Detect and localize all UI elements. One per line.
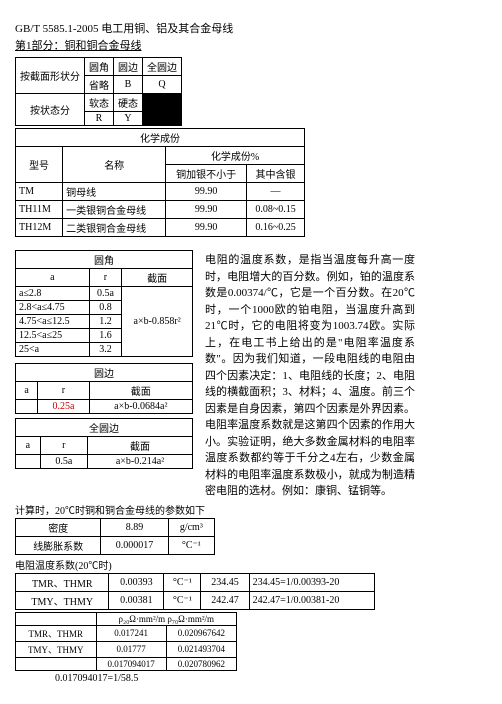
t1-3: 242.47 — [201, 591, 249, 609]
comp-subtitle: 化学成份% — [166, 147, 305, 165]
val-y: Y — [114, 112, 143, 126]
r1c2: 99.90 — [166, 201, 247, 219]
val-r: R — [85, 112, 114, 126]
col-round-corner: 圆角 — [85, 58, 114, 76]
rc3-1: 1.6 — [89, 329, 122, 343]
rh0-0: TMR、THMR — [16, 625, 97, 641]
re-title: 圆边 — [16, 364, 193, 382]
re-c0: a — [16, 382, 38, 400]
fr-title: 全圆边 — [16, 419, 193, 437]
r0c1: 铜母线 — [63, 183, 166, 201]
rc1-1: 0.8 — [89, 301, 122, 315]
rho-hdr: ρ₂₀Ω·mm²/m ρ₇₀Ω·mm²/m — [96, 612, 236, 625]
p0-2: g/cm³ — [168, 518, 214, 536]
omit-label: 省略 — [85, 76, 114, 94]
rc-c2: 截面 — [122, 269, 193, 287]
comp-title: 化学成份 — [16, 129, 305, 147]
rh0-1: 0.017241 — [96, 625, 166, 641]
r1c1: 一类银铜合金母线 — [63, 201, 166, 219]
full-round-table: 全圆边 ar截面 0.5aa×b-0.214a² — [15, 418, 193, 469]
fr-formula: a×b-0.214a² — [88, 455, 193, 469]
rh1-1: 0.01777 — [96, 641, 166, 657]
b0: 0.017094017 — [96, 657, 166, 670]
hard-label: 硬态 — [114, 94, 143, 112]
b1: 0.020780962 — [166, 657, 236, 670]
soft-label: 软态 — [85, 94, 114, 112]
t0-3: 234.45 — [201, 573, 249, 591]
calc-title: 计算时，20℃时铜和铜合金母线的参数如下 — [15, 502, 487, 517]
r1c0: TH11M — [16, 201, 63, 219]
rc1-0: 2.8<a≤4.75 — [16, 301, 90, 315]
val-b: B — [114, 76, 143, 94]
round-corner-table: 圆角 ar截面 a≤2.80.5aa×b-0.858r² 2.8<a≤4.750… — [15, 250, 193, 357]
fr-c2: 截面 — [88, 437, 193, 455]
re-formula: a×b-0.0684a² — [89, 400, 192, 414]
p1-1: 0.000017 — [101, 536, 168, 554]
p0-0: 密度 — [16, 518, 101, 536]
r2c2: 99.90 — [166, 219, 247, 237]
calc-note: 0.017094017=1/58.5 — [55, 673, 487, 684]
rh0-2: 0.020967642 — [166, 625, 236, 641]
val-q: Q — [143, 76, 182, 94]
col-cu: 铜加银不小于 — [166, 165, 247, 183]
fr-c0: a — [16, 437, 41, 455]
r0c2: 99.90 — [166, 183, 247, 201]
r0c0: TM — [16, 183, 63, 201]
col-full-round: 全圆边 — [143, 58, 182, 76]
t0-4: 234.45=1/0.00393-20 — [249, 573, 374, 591]
col-model: 型号 — [16, 147, 63, 183]
t0-0: TMR、THMR — [16, 573, 109, 591]
fr-c1: r — [40, 437, 87, 455]
part-title: 第1部分：铜和铜合金母线 — [15, 37, 487, 53]
rh1-0: TMY、THMY — [16, 641, 97, 657]
r0c3: — — [247, 183, 305, 201]
rc-formula: a×b-0.858r² — [122, 287, 193, 357]
r1c3: 0.08~0.15 — [247, 201, 305, 219]
rc0-0: a≤2.8 — [16, 287, 90, 301]
params-table: 密度8.89g/cm³ 线膨胀系数0.000017°C⁻¹ — [15, 518, 215, 555]
rc3-0: 12.5<a≤25 — [16, 329, 90, 343]
re-r0 — [16, 400, 38, 414]
p1-0: 线膨胀系数 — [16, 536, 101, 554]
round-edge-table: 圆边 ar截面 0.25aa×b-0.0684a² — [15, 363, 193, 414]
temp-coef-title: 电阻温度系数(20℃时) — [15, 557, 487, 572]
r2c1: 二类银铜合金母线 — [63, 219, 166, 237]
r2c0: TH12M — [16, 219, 63, 237]
rc2-0: 4.75<a≤12.5 — [16, 315, 90, 329]
fr-r1: 0.5a — [40, 455, 87, 469]
col-ag: 其中含银 — [247, 165, 305, 183]
temp-coef-table: TMR、THMR0.00393°C⁻¹234.45234.45=1/0.0039… — [15, 573, 375, 610]
t1-2: °C⁻¹ — [164, 591, 201, 609]
r2c3: 0.16~0.25 — [247, 219, 305, 237]
re-c2: 截面 — [89, 382, 192, 400]
shape-label: 按截面形状分 — [16, 58, 85, 94]
rc-c1: r — [89, 269, 122, 287]
t1-1: 0.00381 — [109, 591, 164, 609]
rho-table: ρ₂₀Ω·mm²/m ρ₇₀Ω·mm²/m TMR、THMR0.0172410.… — [15, 612, 237, 671]
re-c1: r — [38, 382, 89, 400]
fr-r0 — [16, 455, 41, 469]
rc-c0: a — [16, 269, 90, 287]
col-name: 名称 — [63, 147, 166, 183]
p0-1: 8.89 — [101, 518, 168, 536]
t0-2: °C⁻¹ — [164, 573, 201, 591]
rh1-2: 0.021493704 — [166, 641, 236, 657]
col-round-edge: 圆边 — [114, 58, 143, 76]
rc0-1: 0.5a — [89, 287, 122, 301]
composition-table: 化学成份 型号 名称 化学成份% 铜加银不小于 其中含银 TM铜母线99.90—… — [15, 128, 305, 237]
classification-table: 按截面形状分 圆角 圆边 全圆边 省略 B Q 按状态分 软态 硬态 R Y — [15, 57, 182, 126]
re-r1: 0.25a — [38, 400, 89, 414]
t1-0: TMY、THMY — [16, 591, 109, 609]
explanation-text: 电阻的温度系数，是指当温度每升高一度时，电阻增大的百分数。例如，铂的温度系数是0… — [205, 250, 415, 500]
state-label: 按状态分 — [16, 94, 85, 126]
t0-1: 0.00393 — [109, 573, 164, 591]
rc4-1: 3.2 — [89, 343, 122, 357]
rc2-1: 1.2 — [89, 315, 122, 329]
t1-4: 242.47=1/0.00381-20 — [249, 591, 374, 609]
p1-2: °C⁻¹ — [168, 536, 214, 554]
standard-title: GB/T 5585.1-2005 电工用铜、铝及其合金母线 — [15, 20, 487, 36]
rc-title: 圆角 — [16, 251, 193, 269]
rc4-0: 25<a — [16, 343, 90, 357]
